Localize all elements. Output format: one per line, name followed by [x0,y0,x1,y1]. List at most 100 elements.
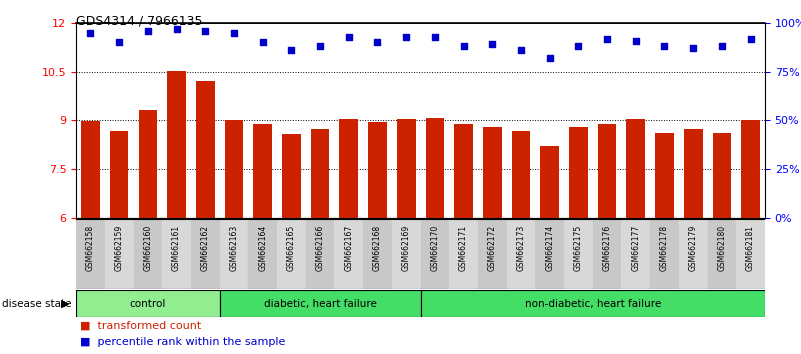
Text: GSM662175: GSM662175 [574,225,583,271]
Bar [306,219,334,289]
Bar [334,219,363,289]
Text: GSM662171: GSM662171 [459,225,468,271]
Text: GSM662177: GSM662177 [631,225,640,271]
Bar [713,133,731,354]
Bar [483,127,501,354]
Point [543,55,556,61]
Bar [368,122,387,354]
Text: GSM662170: GSM662170 [430,225,440,271]
Bar [684,130,702,354]
Text: GSM662159: GSM662159 [115,225,123,271]
Bar [76,219,105,289]
Text: GSM662173: GSM662173 [517,225,525,271]
Bar [541,146,559,354]
Bar [598,124,617,354]
Text: non-diabetic, heart failure: non-diabetic, heart failure [525,298,661,309]
Bar [421,219,449,289]
Bar [363,219,392,289]
Text: GDS4314 / 7966135: GDS4314 / 7966135 [76,14,203,27]
Text: GSM662180: GSM662180 [718,225,727,271]
Bar [449,219,478,289]
Point [371,40,384,45]
Bar [650,219,678,289]
Point [170,26,183,32]
Bar [219,290,421,317]
Bar [311,130,329,354]
Point [658,44,671,49]
Point [514,47,527,53]
Bar [282,134,300,354]
Bar [105,219,134,289]
Point [342,34,355,40]
Text: GSM662176: GSM662176 [602,225,612,271]
Bar [191,219,219,289]
Bar [421,290,765,317]
Bar [622,219,650,289]
Bar [167,71,186,354]
Text: GSM662172: GSM662172 [488,225,497,271]
Bar [396,119,416,354]
Bar [219,219,248,289]
Point [400,34,413,40]
Text: GSM662174: GSM662174 [545,225,554,271]
Bar [196,81,215,354]
Bar [655,133,674,354]
Point [715,44,728,49]
Text: GSM662162: GSM662162 [201,225,210,271]
Point [601,36,614,41]
Point [314,44,327,49]
Bar [76,290,219,317]
Text: GSM662181: GSM662181 [746,225,755,271]
Bar [626,119,645,354]
Bar [593,219,622,289]
Point [84,30,97,36]
Bar [248,219,277,289]
Bar [139,110,157,354]
Bar [506,219,535,289]
Bar [569,127,588,354]
Text: GSM662178: GSM662178 [660,225,669,271]
Text: GSM662160: GSM662160 [143,225,152,271]
Bar [425,118,445,354]
Bar [736,219,765,289]
Text: GSM662158: GSM662158 [86,225,95,271]
Point [113,40,126,45]
Bar [678,219,707,289]
Bar [110,131,128,354]
Point [486,42,499,47]
Text: disease state: disease state [2,298,71,309]
Bar [707,219,736,289]
Bar [512,131,530,354]
Point [429,34,441,40]
Point [199,28,211,34]
Bar [392,219,421,289]
Text: control: control [130,298,166,309]
Bar [134,219,162,289]
Text: GSM662161: GSM662161 [172,225,181,271]
Point [285,47,298,53]
Point [256,40,269,45]
Point [572,44,585,49]
Point [142,28,155,34]
Text: ■  percentile rank within the sample: ■ percentile rank within the sample [80,337,285,347]
Text: GSM662169: GSM662169 [401,225,411,271]
Text: ■  transformed count: ■ transformed count [80,321,201,331]
Bar [535,219,564,289]
Text: GSM662165: GSM662165 [287,225,296,271]
Text: GSM662179: GSM662179 [689,225,698,271]
Bar [340,119,358,354]
Text: GSM662166: GSM662166 [316,225,324,271]
Bar [741,120,760,354]
Point [630,38,642,44]
Text: GSM662167: GSM662167 [344,225,353,271]
Text: GSM662168: GSM662168 [373,225,382,271]
Bar [253,124,272,354]
Point [457,44,470,49]
Point [227,30,240,36]
Bar [277,219,306,289]
Point [686,45,699,51]
Text: GSM662163: GSM662163 [229,225,239,271]
Bar [564,219,593,289]
Point [744,36,757,41]
Bar [478,219,506,289]
